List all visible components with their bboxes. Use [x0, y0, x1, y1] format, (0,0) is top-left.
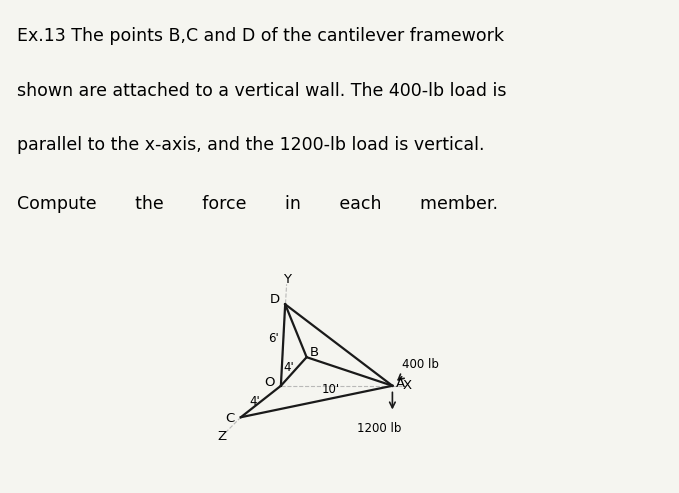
Text: Y: Y: [283, 273, 291, 285]
Text: Compute       the       force       in       each       member.: Compute the force in each member.: [17, 195, 498, 213]
Text: B: B: [310, 347, 318, 359]
Text: parallel to the x-axis, and the 1200-lb load is vertical.: parallel to the x-axis, and the 1200-lb …: [17, 136, 485, 154]
Text: 10': 10': [322, 383, 340, 396]
Text: 1200 lb: 1200 lb: [357, 422, 402, 434]
Text: A: A: [396, 377, 405, 390]
Text: D: D: [270, 293, 280, 307]
Text: 400 lb: 400 lb: [402, 358, 439, 372]
Text: 6': 6': [268, 332, 278, 345]
Text: C: C: [225, 412, 234, 425]
Text: Ex.13 The points B,C and D of the cantilever framework: Ex.13 The points B,C and D of the cantil…: [17, 27, 504, 45]
Text: O: O: [265, 377, 275, 389]
Text: shown are attached to a vertical wall. The 400-lb load is: shown are attached to a vertical wall. T…: [17, 82, 507, 100]
Text: 4': 4': [283, 361, 294, 374]
Text: Z: Z: [217, 430, 226, 443]
Text: 4': 4': [250, 395, 261, 408]
Text: X: X: [403, 379, 412, 392]
